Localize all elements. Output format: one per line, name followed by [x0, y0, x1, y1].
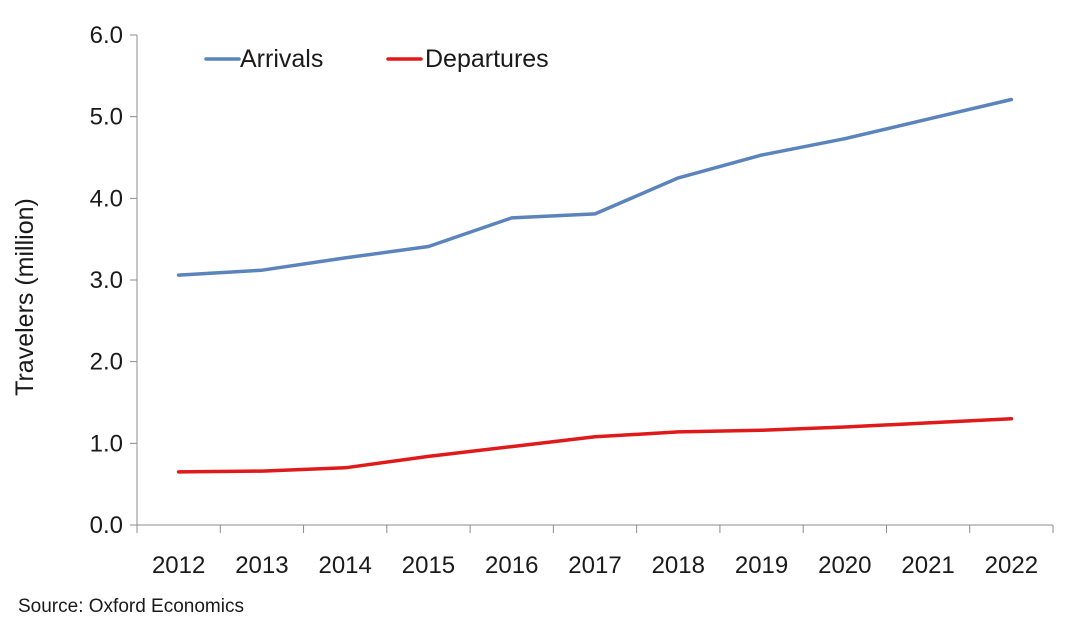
y-axis-ticks: 0.0 1.0 2.0 3.0 4.0 5.0 6.0: [90, 22, 137, 539]
series-line-departures: [176, 417, 1014, 474]
x-tick-label: 2021: [901, 552, 954, 579]
x-tick-label: 2020: [818, 552, 871, 579]
x-tick-label: 2016: [485, 552, 538, 579]
chart-axes: [136, 35, 1053, 526]
x-axis-ticks: 2012 2013 2014 2015 2016 2017 2018 2019 2020 2021…: [136, 525, 1054, 579]
y-tick-label: 2.0: [90, 349, 123, 376]
x-tick-label: 2013: [235, 552, 288, 579]
legend-label-arrivals: Arrivals: [240, 45, 323, 73]
legend-label-departures: Departures: [425, 45, 549, 73]
series-line-arrivals: [176, 97, 1014, 277]
chart-legend: Arrivals Departures: [204, 45, 549, 73]
y-tick-label: 6.0: [90, 22, 123, 49]
y-tick-label: 4.0: [90, 185, 123, 212]
series-layer: [176, 97, 1014, 474]
x-tick-label: 2017: [568, 552, 621, 579]
y-tick-label: 5.0: [90, 104, 123, 131]
y-tick-label: 1.0: [90, 430, 123, 457]
x-tick-label: 2019: [735, 552, 788, 579]
x-tick-label: 2014: [318, 552, 371, 579]
x-tick-label: 2022: [985, 552, 1038, 579]
x-tick-label: 2012: [152, 552, 205, 579]
x-tick-label: 2015: [402, 552, 455, 579]
y-tick-label: 0.0: [90, 512, 123, 539]
y-tick-label: 3.0: [90, 267, 123, 294]
source-note: Source: Oxford Economics: [18, 596, 244, 617]
y-axis-title: Travelers (million): [11, 198, 39, 396]
x-tick-label: 2018: [652, 552, 705, 579]
